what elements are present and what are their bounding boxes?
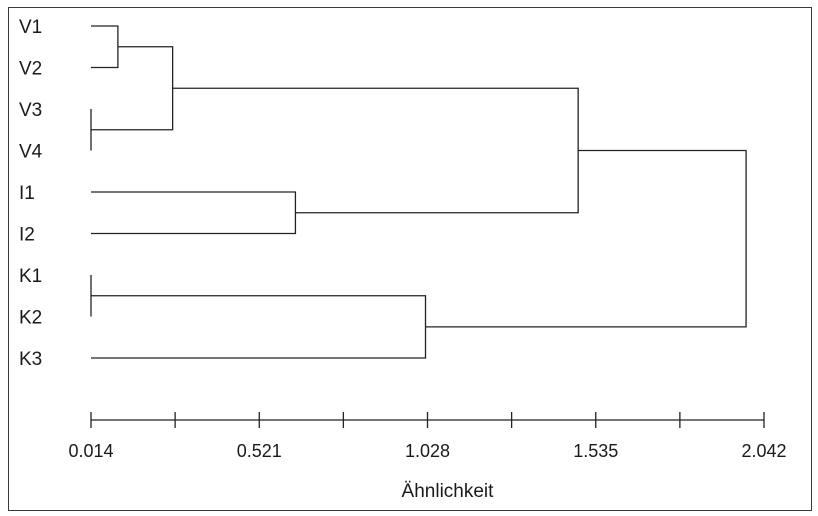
leaf-label-v4: V4: [19, 142, 43, 163]
leaf-label-k3: K3: [19, 349, 42, 370]
chart-frame: V1 V2 V3 V4 I1 I2 K1 K2 K3 0.014 0.521 1.028 1.535 2…: [8, 7, 812, 511]
leaf-label-v2: V2: [19, 59, 42, 80]
tick-label-3: 1.535: [573, 441, 618, 461]
dendrogram-chart: V1 V2 V3 V4 I1 I2 K1 K2 K3 0.014 0.521 1.028 1.535 2…: [19, 17, 787, 502]
merge-link-n8: [425, 149, 747, 328]
tick-label-1: 0.521: [237, 441, 282, 461]
leaf-label-v1: V1: [19, 17, 42, 38]
leaf-label-i1: I1: [19, 183, 35, 204]
tick-label-0: 0.014: [68, 441, 113, 461]
leaf-label-v3: V3: [19, 100, 42, 121]
leaf-labels: V1 V2 V3 V4 I1 I2 K1 K2 K3: [19, 17, 43, 370]
tick-label-2: 1.028: [405, 441, 450, 461]
merge-link-n4: [91, 191, 297, 235]
merge-link-n7: [91, 295, 427, 359]
merge-link-n1: [91, 25, 119, 69]
merge-link-n3: [91, 46, 174, 131]
merge-link-n5: [172, 87, 579, 214]
dendrogram-links: [90, 25, 747, 359]
tick-label-4: 2.042: [741, 441, 786, 461]
leaf-label-i2: I2: [19, 225, 35, 246]
x-axis-title: Ähnlichkeit: [402, 481, 495, 502]
leaf-label-k2: K2: [19, 308, 42, 329]
x-axis: 0.014 0.521 1.028 1.535 2.042: [68, 412, 787, 461]
leaf-label-k1: K1: [19, 266, 42, 287]
